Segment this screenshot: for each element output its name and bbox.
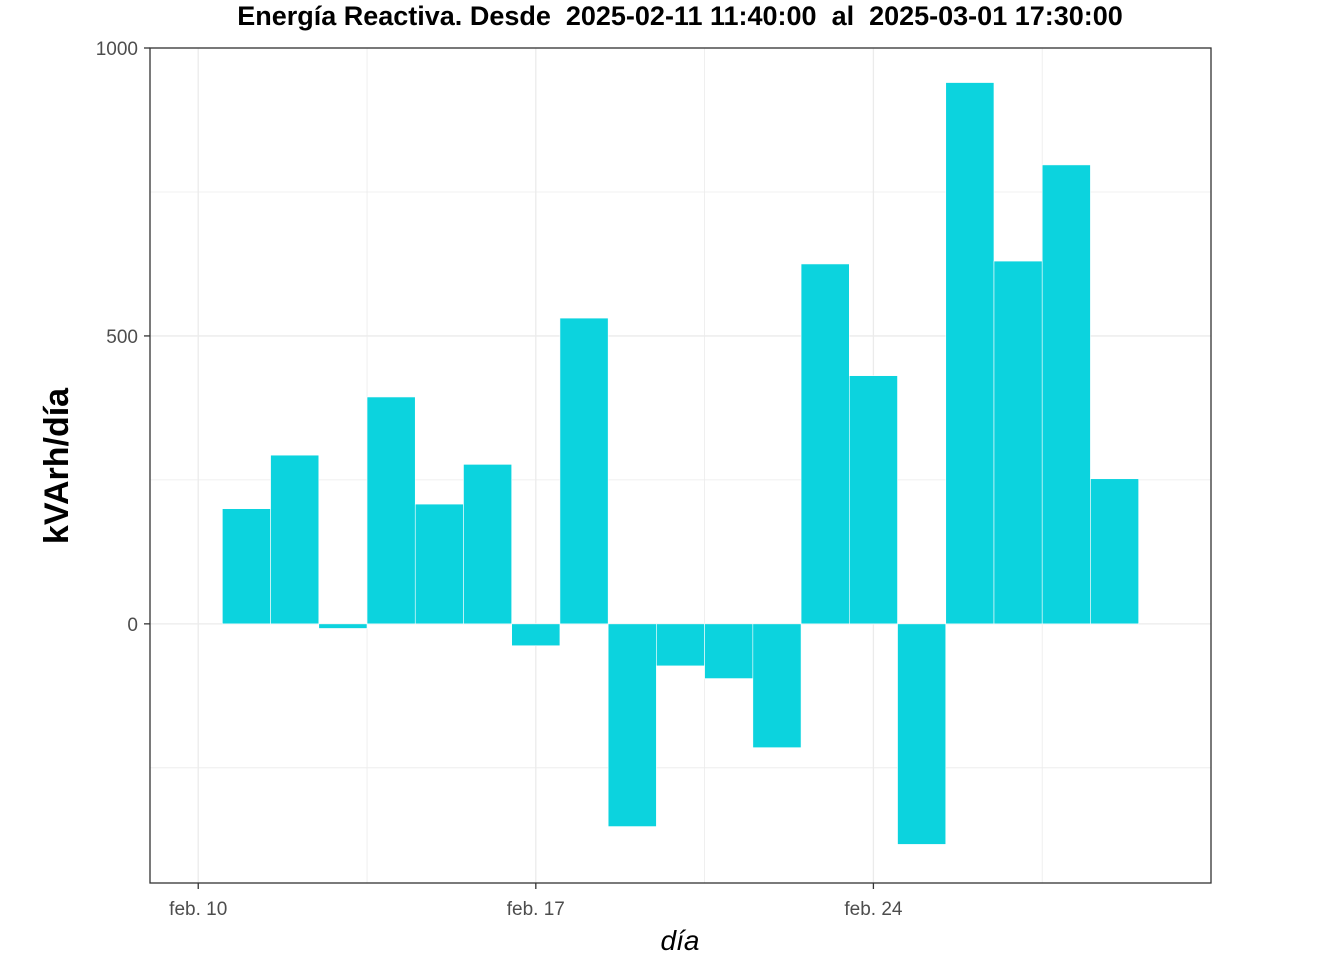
bar xyxy=(945,82,995,625)
bar xyxy=(897,623,947,845)
bar xyxy=(993,260,1043,625)
bar xyxy=(656,623,705,667)
bar xyxy=(559,317,609,625)
bar xyxy=(704,623,754,679)
y-axis-title: kVArh/día xyxy=(38,387,76,544)
y-tick-label: 1000 xyxy=(96,39,138,60)
bars xyxy=(222,82,1139,845)
plot-border xyxy=(149,47,1212,884)
bar xyxy=(607,623,657,827)
bar xyxy=(800,263,850,625)
bar xyxy=(270,454,320,625)
y-tick-label: 0 xyxy=(127,615,138,636)
bar xyxy=(318,623,368,629)
bar xyxy=(222,508,271,625)
y-tick-label: 500 xyxy=(106,327,138,348)
bar xyxy=(752,623,802,748)
bar xyxy=(366,396,416,625)
x-tick-label: feb. 10 xyxy=(169,899,227,920)
y-axis: 0 500 1000 xyxy=(96,39,150,636)
chart-title: Energía Reactiva. Desde 2025-02-11 11:40… xyxy=(237,1,1123,31)
x-axis: feb. 10 feb. 17 feb. 24 xyxy=(169,883,903,920)
x-tick-label: feb. 17 xyxy=(507,899,565,920)
bar xyxy=(511,623,561,647)
bar xyxy=(1090,478,1139,625)
bar xyxy=(414,503,464,625)
x-axis-title: día xyxy=(661,925,700,956)
bar xyxy=(848,375,898,625)
bar xyxy=(463,464,513,625)
bar xyxy=(1041,164,1091,625)
x-tick-label: feb. 24 xyxy=(844,899,903,920)
